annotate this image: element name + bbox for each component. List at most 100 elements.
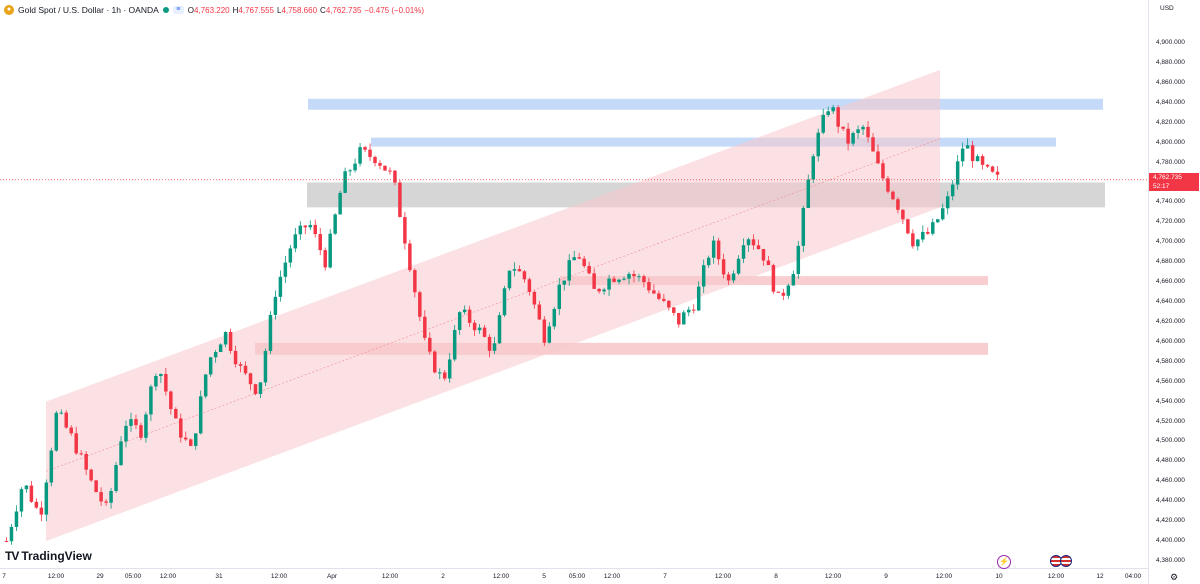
candle[interactable]	[333, 213, 337, 236]
candle[interactable]	[716, 237, 721, 265]
candle[interactable]	[950, 179, 955, 201]
candle[interactable]	[124, 420, 128, 448]
candle[interactable]	[781, 288, 786, 301]
us-flag-icon[interactable]	[1060, 555, 1072, 567]
candle[interactable]	[682, 310, 686, 325]
candle[interactable]	[955, 155, 960, 190]
candle[interactable]	[94, 479, 98, 493]
candle[interactable]	[582, 256, 586, 269]
candle[interactable]	[552, 306, 557, 330]
candle[interactable]	[497, 312, 502, 344]
candle[interactable]	[741, 238, 746, 264]
candle[interactable]	[706, 255, 711, 268]
candle[interactable]	[657, 290, 661, 301]
candle[interactable]	[99, 487, 103, 506]
candle[interactable]	[911, 229, 915, 249]
candle[interactable]	[492, 336, 497, 354]
candle[interactable]	[761, 248, 766, 266]
candle[interactable]	[836, 105, 840, 134]
candle[interactable]	[34, 498, 39, 509]
candle[interactable]	[179, 413, 183, 443]
candle[interactable]	[696, 281, 701, 312]
candle[interactable]	[557, 277, 562, 316]
candle[interactable]	[467, 305, 472, 327]
candle[interactable]	[74, 426, 78, 455]
candle[interactable]	[746, 237, 751, 252]
candle[interactable]	[64, 410, 68, 429]
candle[interactable]	[826, 106, 830, 118]
candle[interactable]	[970, 140, 975, 168]
candle[interactable]	[607, 274, 611, 297]
candle[interactable]	[248, 372, 253, 391]
candle[interactable]	[423, 310, 427, 341]
candle[interactable]	[29, 480, 34, 503]
candle[interactable]	[203, 374, 208, 399]
candle[interactable]	[980, 154, 985, 170]
candle[interactable]	[502, 285, 507, 317]
candle[interactable]	[482, 324, 487, 338]
candle[interactable]	[597, 288, 601, 294]
candle[interactable]	[602, 287, 606, 295]
candle[interactable]	[916, 238, 920, 251]
candle[interactable]	[198, 390, 203, 435]
candle[interactable]	[313, 219, 317, 238]
currency-label[interactable]: USD	[1160, 5, 1174, 12]
candle[interactable]	[507, 270, 512, 291]
candle[interactable]	[816, 128, 820, 162]
candle[interactable]	[936, 218, 940, 224]
candle[interactable]	[632, 270, 636, 283]
candle[interactable]	[398, 179, 402, 218]
symbol-title[interactable]: Gold Spot / U.S. Dollar · 1h · OANDA	[18, 5, 159, 15]
candle[interactable]	[776, 291, 781, 293]
candle[interactable]	[751, 234, 756, 250]
candle[interactable]	[931, 218, 935, 236]
tradingview-logo[interactable]: TV TradingView	[5, 549, 92, 563]
candle[interactable]	[517, 265, 522, 272]
resistance-zone[interactable]	[308, 98, 1103, 110]
candle[interactable]	[756, 239, 761, 250]
gear-icon[interactable]: ⚙	[1170, 572, 1179, 582]
candle[interactable]	[567, 254, 571, 286]
chart-area[interactable]: ● Gold Spot / U.S. Dollar · 1h · OANDA ≡…	[0, 0, 1148, 568]
candle[interactable]	[537, 301, 542, 321]
candle[interactable]	[263, 348, 268, 387]
candle[interactable]	[24, 485, 29, 493]
candle[interactable]	[945, 191, 950, 215]
candle[interactable]	[791, 270, 796, 286]
candle[interactable]	[796, 240, 801, 279]
candle[interactable]	[403, 212, 407, 250]
candle[interactable]	[44, 479, 49, 522]
candle[interactable]	[298, 221, 303, 241]
candle[interactable]	[512, 262, 517, 277]
candle[interactable]	[144, 411, 148, 443]
candle[interactable]	[243, 361, 248, 376]
candle[interactable]	[154, 373, 158, 391]
candle[interactable]	[667, 300, 671, 311]
candle[interactable]	[293, 227, 298, 253]
candle[interactable]	[736, 255, 741, 276]
candle[interactable]	[876, 144, 880, 165]
candle[interactable]	[358, 142, 362, 167]
candle[interactable]	[856, 125, 860, 139]
candle[interactable]	[841, 126, 845, 131]
candle[interactable]	[806, 174, 811, 209]
candle[interactable]	[985, 164, 990, 169]
candle[interactable]	[652, 284, 656, 295]
candle[interactable]	[433, 350, 437, 374]
candle[interactable]	[801, 205, 806, 253]
candle[interactable]	[428, 332, 432, 355]
candle[interactable]	[562, 280, 566, 291]
candle[interactable]	[477, 323, 482, 334]
candle[interactable]	[9, 523, 14, 545]
candle[interactable]	[577, 252, 581, 260]
candle[interactable]	[134, 414, 138, 430]
candle[interactable]	[896, 197, 900, 214]
candle[interactable]	[572, 250, 576, 261]
candle[interactable]	[487, 334, 492, 358]
candle[interactable]	[238, 361, 243, 373]
candle[interactable]	[39, 501, 44, 522]
candle[interactable]	[846, 122, 850, 151]
candle[interactable]	[184, 431, 188, 442]
candle[interactable]	[129, 412, 133, 432]
candle[interactable]	[687, 306, 691, 317]
